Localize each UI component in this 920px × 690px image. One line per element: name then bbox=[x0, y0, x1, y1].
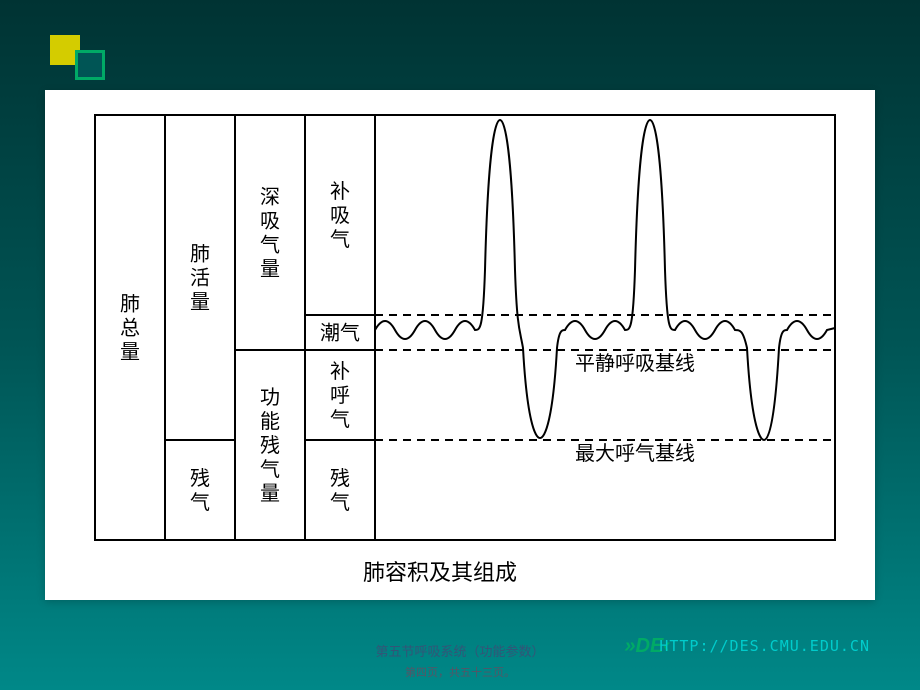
reference-line-label: 平静呼吸基线 bbox=[575, 352, 695, 375]
cell-label: 吸 bbox=[330, 205, 350, 227]
reference-line-label: 最大呼气基线 bbox=[575, 442, 695, 465]
cell-label: 残 bbox=[190, 467, 210, 490]
cell-label: 肺 bbox=[120, 294, 140, 316]
cell-label: 能 bbox=[260, 410, 280, 433]
cell-label: 活 bbox=[190, 267, 210, 290]
watermark-text: 第五节呼吸系统（功能参数） bbox=[375, 641, 544, 660]
cell-label: 气 bbox=[330, 408, 350, 431]
cell-label: 功 bbox=[260, 386, 280, 409]
cell-label: 肺 bbox=[190, 244, 210, 266]
cell-label: 量 bbox=[260, 259, 280, 281]
cell-label: 补 bbox=[330, 360, 350, 383]
logo-green-square bbox=[75, 50, 105, 80]
lung-volume-diagram: 肺总量肺活量残气深吸气量功能残气量补吸气潮气补呼气残气平静呼吸基线最大呼气基线肺… bbox=[45, 90, 875, 600]
cell-label: 吸 bbox=[260, 211, 280, 233]
cell-label: 气 bbox=[260, 234, 280, 257]
cell-label: 气 bbox=[190, 491, 210, 514]
page-number: 第四页，共五十三页。 bbox=[405, 664, 515, 680]
cell-label: 气 bbox=[330, 228, 350, 251]
spirogram-trace bbox=[375, 120, 835, 440]
cell-label: 气 bbox=[260, 458, 280, 481]
cell-label: 补 bbox=[330, 180, 350, 203]
footer-url: HTTP://DES.CMU.EDU.CN bbox=[659, 637, 870, 655]
diagram-caption: 肺容积及其组成 bbox=[363, 560, 517, 585]
cell-label: 残 bbox=[260, 434, 280, 457]
cell-label: 深 bbox=[260, 186, 280, 209]
cell-label: 呼 bbox=[330, 384, 350, 407]
cell-label: 总 bbox=[120, 317, 140, 340]
cell-label: 量 bbox=[120, 342, 140, 364]
cell-label: 潮气 bbox=[320, 322, 360, 345]
cell-label: 量 bbox=[190, 292, 210, 314]
cell-label: 残 bbox=[330, 467, 350, 490]
cell-label: 气 bbox=[330, 491, 350, 514]
cell-label: 量 bbox=[260, 483, 280, 505]
diagram-panel: 肺总量肺活量残气深吸气量功能残气量补吸气潮气补呼气残气平静呼吸基线最大呼气基线肺… bbox=[45, 90, 875, 600]
